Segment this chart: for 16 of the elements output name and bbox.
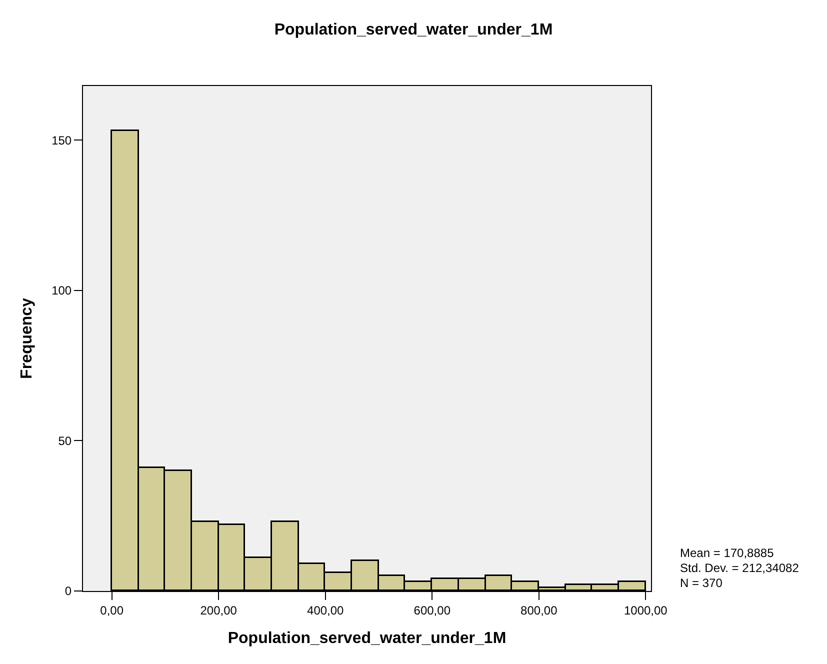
y-tick-label: 100 (52, 284, 72, 298)
text: Std. Dev. = 212,34082 (680, 561, 800, 575)
x-tick-label: 0,00 (100, 603, 124, 618)
y-tick-label: 0 (64, 584, 72, 598)
x-tick-label: 600,00 (414, 603, 451, 618)
text: Mean = 170,8885 (680, 546, 774, 560)
y-tick-label: 150 (52, 133, 72, 148)
y-tick-label: 50 (58, 434, 72, 448)
x-axis-title: Population_served_water_under_1M (228, 630, 506, 648)
text: N = 370 (680, 576, 723, 590)
chart-title: Population_served_water_under_1M (274, 21, 553, 38)
x-tick-label: 400,00 (307, 603, 344, 618)
x-tick-label: 1000,00 (624, 603, 668, 618)
x-tick-label: 800,00 (520, 603, 558, 618)
y-axis-title: Frequency (18, 298, 36, 379)
x-tick-label: 200,00 (200, 603, 238, 618)
